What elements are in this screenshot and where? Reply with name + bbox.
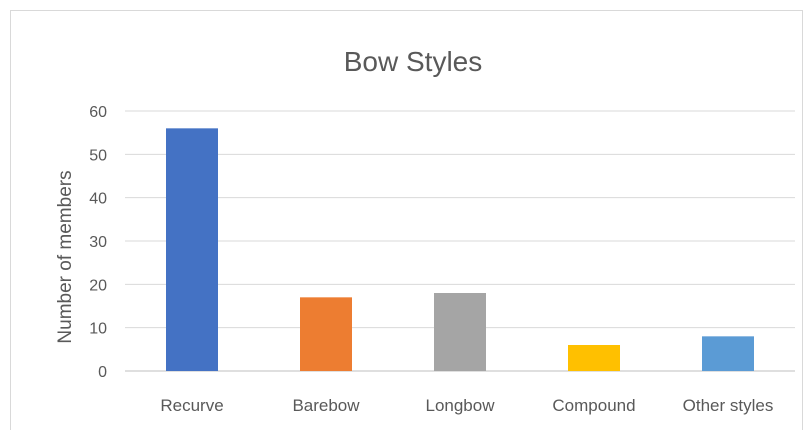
y-tick-label: 20	[89, 277, 107, 294]
bar-compound	[568, 345, 620, 371]
y-tick-label: 30	[89, 234, 107, 251]
x-category-label: Compound	[552, 396, 635, 415]
bar-longbow	[434, 293, 486, 371]
x-category-labels: Recurve Barebow Longbow Compound Other style…	[160, 396, 773, 415]
bars	[166, 128, 754, 371]
bar-barebow	[300, 297, 352, 371]
bar-other-styles	[702, 336, 754, 371]
bar-recurve	[166, 128, 218, 371]
y-tick-label: 50	[89, 147, 107, 164]
x-category-label: Recurve	[160, 396, 223, 415]
y-axis-label: Number of members	[55, 170, 76, 343]
x-category-label: Longbow	[425, 396, 495, 415]
y-tick-label: 40	[89, 191, 107, 208]
x-category-label: Barebow	[292, 396, 360, 415]
y-tick-label: 60	[89, 104, 107, 121]
chart-frame	[10, 10, 803, 430]
y-tick-labels: 0 10 20 30 40 50 60	[89, 104, 107, 381]
y-tick-label: 10	[89, 321, 107, 338]
y-tick-label: 0	[98, 364, 107, 381]
x-category-label: Other styles	[683, 396, 774, 415]
chart-title: Bow Styles	[344, 46, 483, 77]
